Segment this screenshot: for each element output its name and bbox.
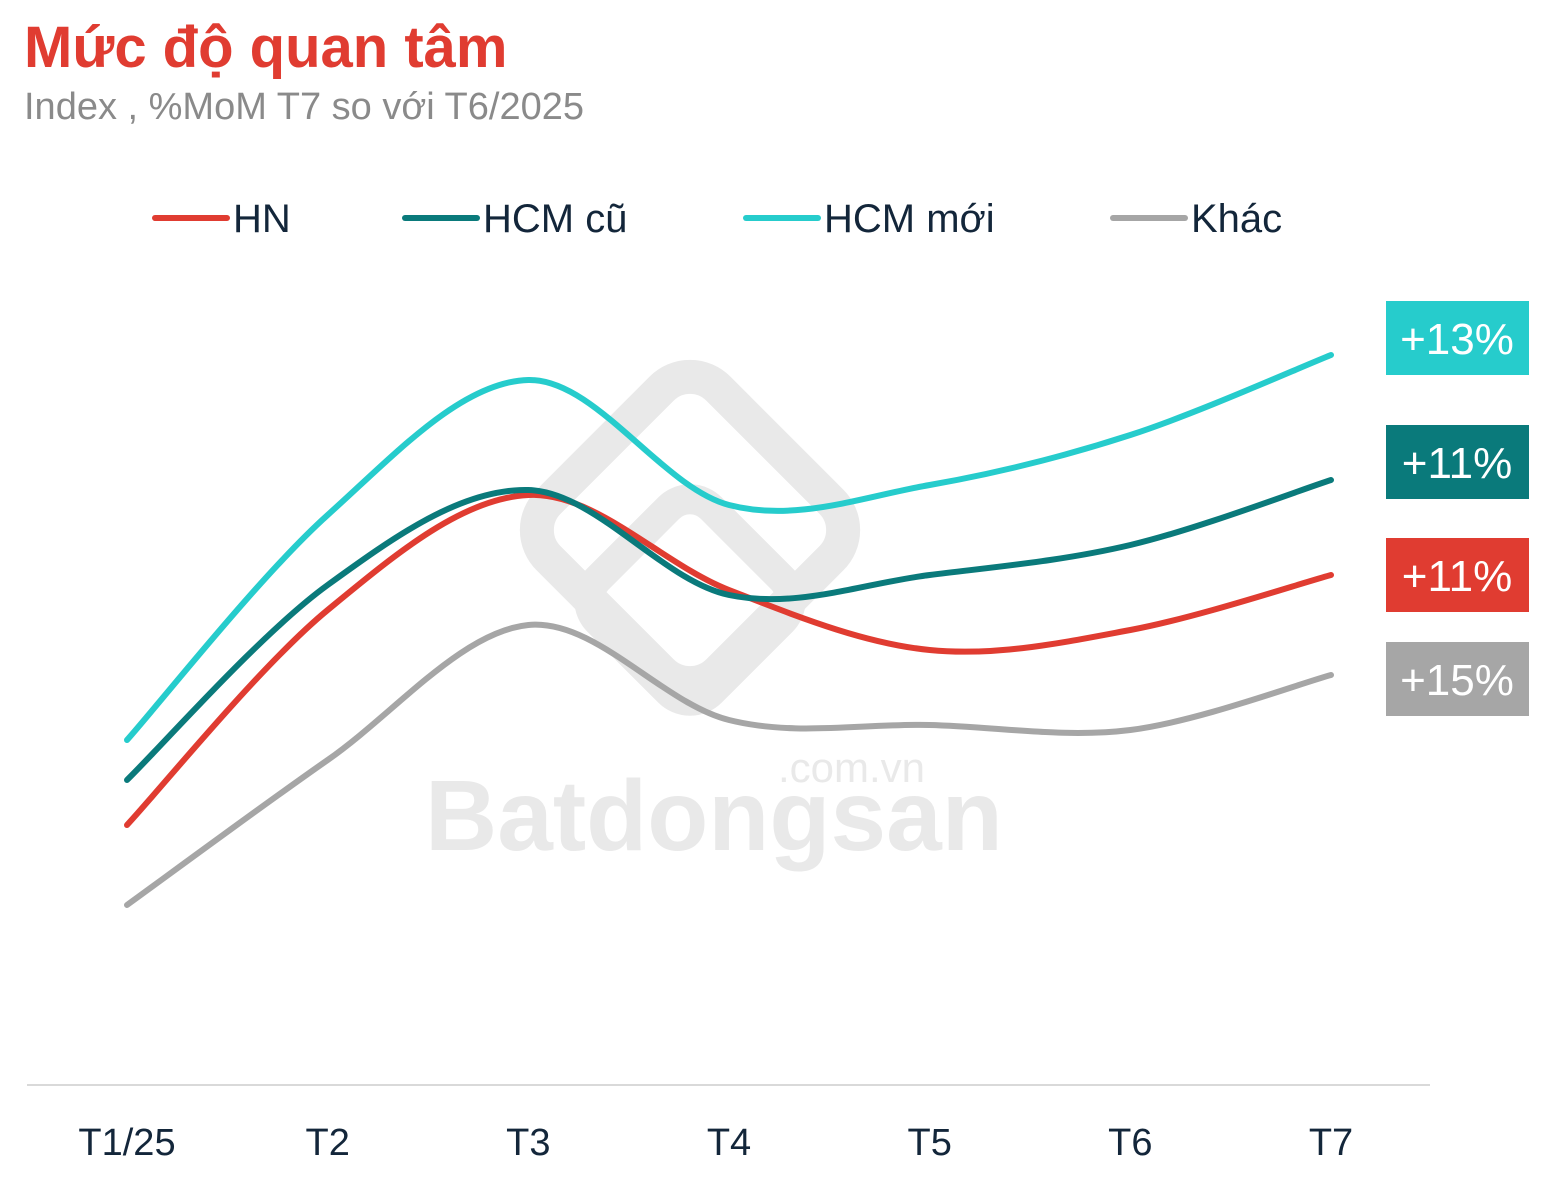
svg-text:+13%: +13% [1400,315,1514,364]
svg-text:HCM mới: HCM mới [824,197,995,241]
svg-text:Khác: Khác [1191,197,1282,241]
x-tick-label: T7 [1309,1122,1353,1164]
end-label-badge: +15% [1386,642,1529,716]
x-tick-label: T4 [707,1122,751,1164]
chart-subtitle: Index , %MoM T7 so với T6/2025 [24,86,584,128]
series-line-3 [124,621,1334,908]
svg-text:+15%: +15% [1400,656,1514,705]
series-line-2 [124,352,1334,743]
series-line-1 [124,477,1334,783]
svg-text:+11%: +11% [1402,552,1513,601]
end-label-badge: +11% [1386,425,1529,499]
legend-item: HN [152,197,291,241]
svg-text:Batdongsan: Batdongsan [425,760,1003,872]
legend-item: HCM cũ [402,197,627,241]
end-label-badge: +13% [1386,301,1529,375]
chart-title: Mức độ quan tâm [24,15,508,80]
series-line-0 [124,491,1334,828]
svg-text:+11%: +11% [1402,439,1513,488]
legend-item: Khác [1110,197,1282,241]
x-tick-label: T3 [506,1122,550,1164]
x-tick-label: T6 [1108,1122,1152,1164]
watermark-logo: Batdongsan.com.vn [425,359,1003,872]
x-tick-label: T5 [907,1122,951,1164]
end-label-badge: +11% [1386,538,1529,612]
svg-text:HN: HN [233,197,291,241]
x-tick-label: T2 [305,1122,349,1164]
svg-text:HCM cũ: HCM cũ [483,197,627,241]
x-tick-label: T1/25 [78,1122,175,1164]
legend-item: HCM mới [743,197,995,241]
svg-text:.com.vn: .com.vn [778,744,925,791]
